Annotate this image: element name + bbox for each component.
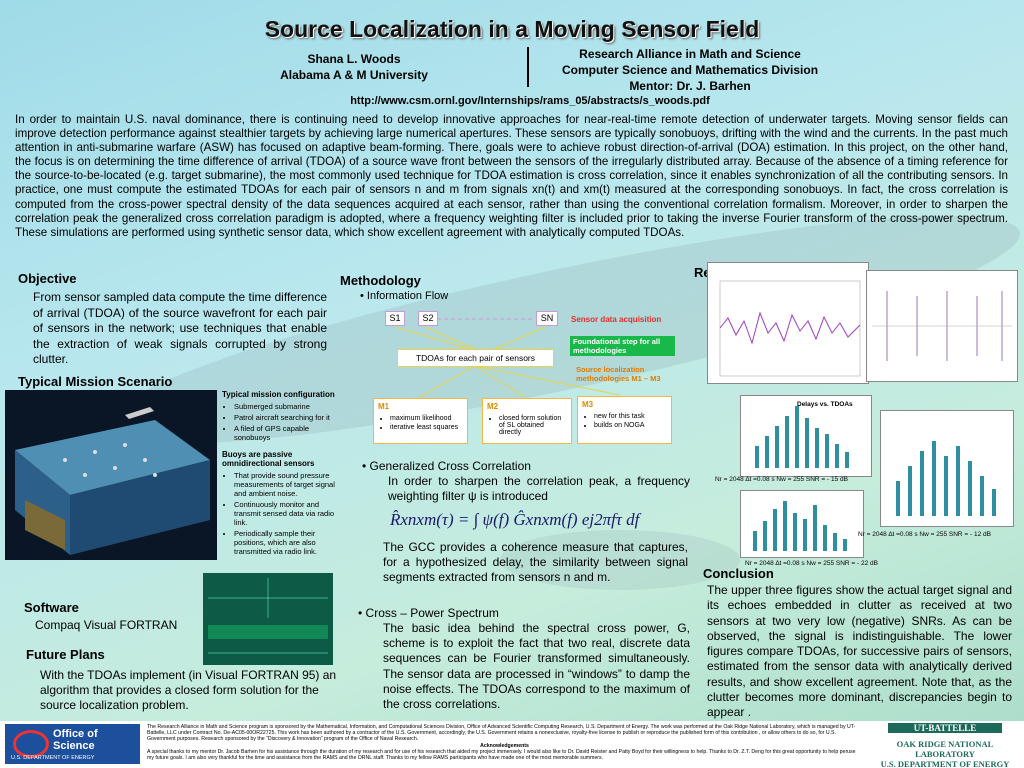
list-item: Continuously monitor and transmit sensed… xyxy=(234,500,347,527)
logo-doe: U.S. DEPARTMENT OF ENERGY xyxy=(11,755,95,761)
software-text: Compaq Visual FORTRAN xyxy=(35,618,178,632)
mission-illustration xyxy=(5,390,217,560)
result-plot-1 xyxy=(707,262,869,384)
list-item: maximum likelihood xyxy=(390,415,463,422)
future-text: With the TDOAs implement (in Visual FORT… xyxy=(40,668,337,712)
list-item: iterative least squares xyxy=(390,424,463,431)
tdoa-box: TDOAs for each pair of sensors xyxy=(397,349,554,367)
config-list: Submerged submarine Patrol aircraft searc… xyxy=(222,402,347,442)
methodology-heading: Methodology xyxy=(340,273,421,288)
bar-chart-2 xyxy=(740,490,864,558)
list-item: closed form solution of SL obtained dire… xyxy=(499,415,567,436)
ornl-doe: U.S. DEPARTMENT OF ENERGY xyxy=(880,759,1010,768)
bar-chart-1 xyxy=(740,395,872,477)
abstract: In order to maintain U.S. naval dominanc… xyxy=(15,113,1008,239)
ack-heading: Acknowledgements xyxy=(480,742,529,749)
list-item: That provide sound pressure measurements… xyxy=(234,471,347,498)
m1-title: M1 xyxy=(378,402,390,411)
sensor-n: SN xyxy=(536,311,558,326)
list-item: Submerged submarine xyxy=(234,402,347,411)
mission-config: Typical mission configuration Submerged … xyxy=(222,390,347,558)
m2-title: M2 xyxy=(487,402,499,411)
author: Shana L. Woods xyxy=(307,52,401,66)
m2-box: M2closed form solution of SL obtained di… xyxy=(482,398,572,444)
acquisition-label: Sensor data acquisition xyxy=(571,315,662,324)
list-item: Patrol aircraft searching for it xyxy=(234,413,347,422)
doe-logo: Office of Science U.S. DEPARTMENT OF ENE… xyxy=(5,724,140,764)
logo-swirl xyxy=(13,730,49,758)
result-plot-2 xyxy=(866,270,1018,382)
buoys-list: That provide sound pressure measurements… xyxy=(222,471,347,556)
objective-heading: Objective xyxy=(18,271,77,286)
software-heading: Software xyxy=(24,600,79,615)
caption-snr-15: Nr = 2048 ∆t =0.08 s Nw = 255 SNR = - 15… xyxy=(715,476,848,483)
ack-text: A special thanks to my mentor Dr. Jacob … xyxy=(147,748,856,762)
future-heading: Future Plans xyxy=(26,647,105,662)
divider xyxy=(527,47,529,87)
cps-heading: • Cross – Power Spectrum xyxy=(358,606,499,620)
caption-snr-22: Nr = 2048 ∆t =0.08 s Nw = 255 SNR = - 22… xyxy=(745,560,878,567)
sensor-1: S1 xyxy=(385,311,405,326)
url: http://www.csm.ornl.gov/Internships/rams… xyxy=(350,95,710,107)
buoys-heading: Buoys are passive omnidirectional sensor… xyxy=(222,450,315,468)
conclusion-text: The upper three figures show the actual … xyxy=(707,583,1012,720)
ut-battelle: UT-BATTELLE xyxy=(888,723,1002,733)
mentor: Mentor: Dr. J. Barhen xyxy=(629,79,751,93)
mission-heading: Typical Mission Scenario xyxy=(18,374,173,389)
gcc-text: The GCC provides a coherence measure tha… xyxy=(383,540,688,584)
config-heading: Typical mission configuration xyxy=(222,390,335,399)
cps-text: The basic idea behind the spectral cross… xyxy=(383,621,690,712)
affiliation-1: Research Alliance in Math and Science xyxy=(579,47,801,61)
m2-list: closed form solution of SL obtained dire… xyxy=(487,415,567,436)
methods-label: Source localization methodologies M1 – M… xyxy=(576,365,661,383)
gcc-intro: In order to sharpen the correlation peak… xyxy=(388,474,690,503)
sponsor-text: The Research Alliance in Math and Scienc… xyxy=(147,724,856,743)
list-item: A filed of GPS capable sonobuoys xyxy=(234,424,347,442)
title: Source Localization in a Moving Sensor F… xyxy=(264,16,760,42)
university: Alabama A & M University xyxy=(280,68,428,82)
logo-office: Office of Science xyxy=(53,728,98,752)
m1-list: maximum likelihood iterative least square… xyxy=(378,415,463,431)
list-item: builds on NOGA xyxy=(594,422,667,429)
mission-plot xyxy=(203,573,333,665)
footer-text: The Research Alliance in Math and Scienc… xyxy=(147,724,862,761)
footer xyxy=(0,721,1024,768)
m3-list: new for this task builds on NOGA xyxy=(582,413,667,429)
conclusion-heading: Conclusion xyxy=(703,566,774,581)
foundational-label: Foundational step for all methodologies xyxy=(570,336,675,356)
gcc-formula: R̂xnxm(τ) = ∫ ψ(f) Ĝxnxm(f) ej2πfτ df xyxy=(390,510,640,529)
list-item: new for this task xyxy=(594,413,667,420)
m3-box: M3new for this task builds on NOGA xyxy=(577,396,672,444)
list-item: Periodically sample their positions, whi… xyxy=(234,529,347,556)
ornl-logo: UT-BATTELLE OAK RIDGE NATIONAL LABORATOR… xyxy=(868,723,1022,768)
objective-text: From sensor sampled data compute the tim… xyxy=(33,290,327,366)
caption-snr-12: Nr = 2048 ∆t =0.08 s Nw = 255 SNR = - 12… xyxy=(858,531,991,538)
sensor-2: S2 xyxy=(418,311,438,326)
m1-box: M1maximum likelihood iterative least squa… xyxy=(373,398,468,444)
m3-title: M3 xyxy=(582,400,594,409)
gcc-heading: • Generalized Cross Correlation xyxy=(362,459,531,473)
affiliation-2: Computer Science and Mathematics Divisio… xyxy=(561,63,819,77)
ornl-name: OAK RIDGE NATIONAL LABORATORY xyxy=(896,739,994,759)
delays-caption: Delays vs. TDOAs xyxy=(797,401,853,408)
info-flow: • Information Flow xyxy=(360,290,449,302)
flow-arrows xyxy=(394,318,621,398)
bar-chart-3 xyxy=(880,410,1014,527)
